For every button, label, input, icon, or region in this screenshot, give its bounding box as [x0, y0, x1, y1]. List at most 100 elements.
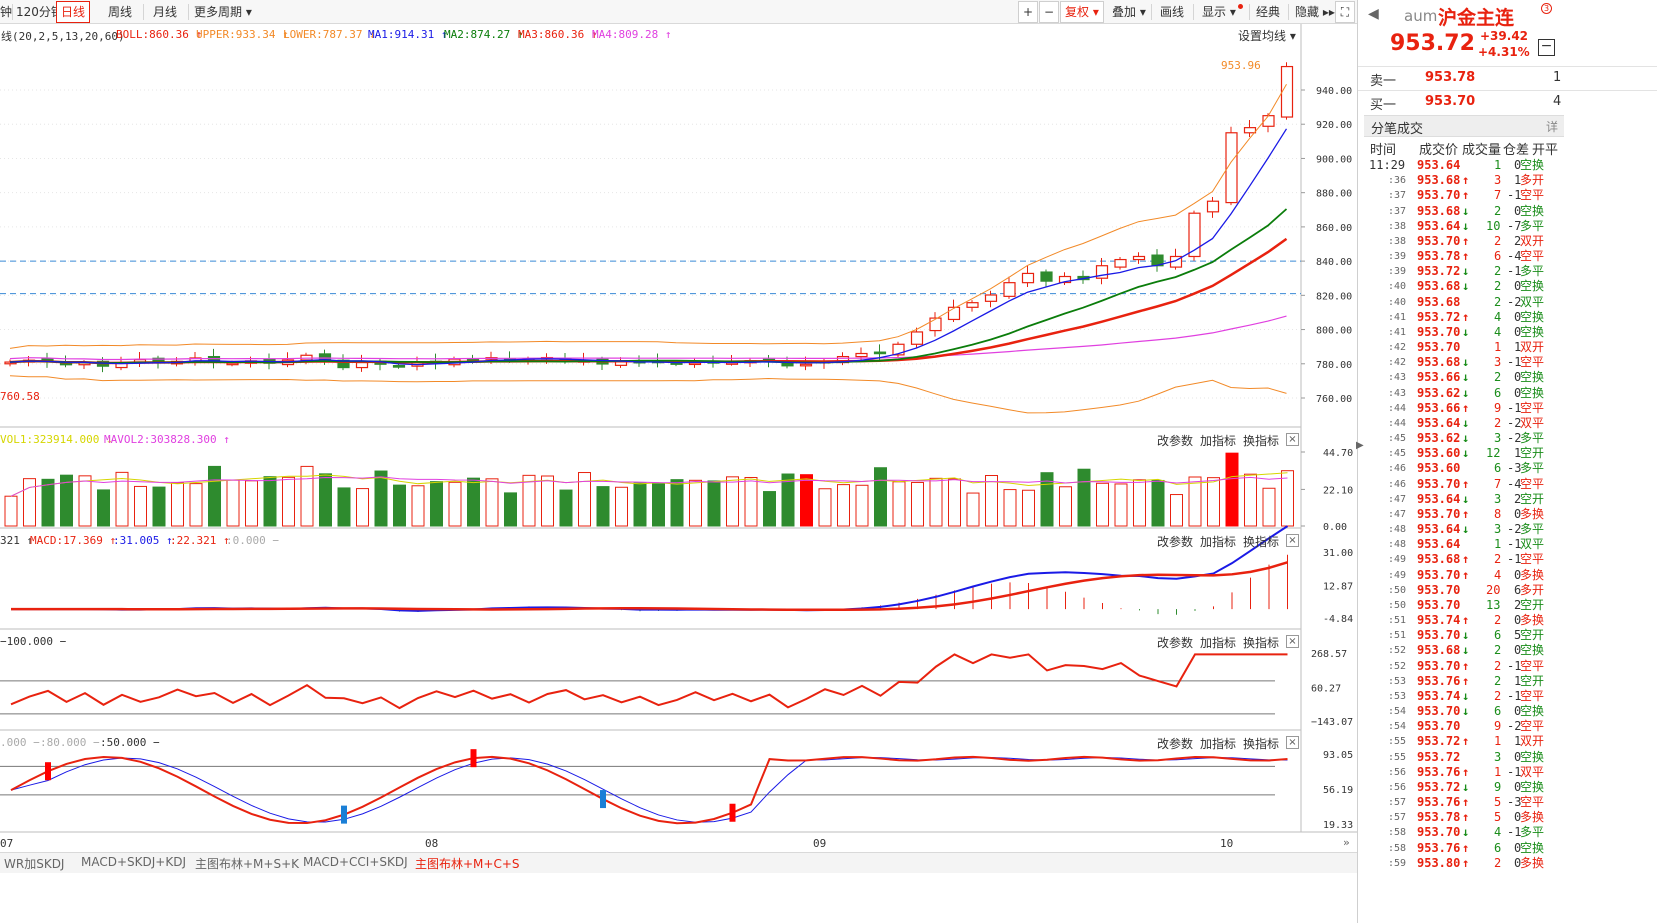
volume-close-icon[interactable]: × — [1286, 433, 1299, 446]
tab-macd-skdj-kdj[interactable]: MACD+SKDJ+KDJ — [81, 855, 186, 869]
tick-row: :41 953.72 ↑ 4 0 空换 — [1358, 310, 1568, 325]
tick-type: 空换 — [1520, 309, 1545, 324]
tick-type: 空换 — [1520, 158, 1545, 172]
tick-row: :57 953.76 ↑ 5 -3 空平 — [1358, 795, 1568, 810]
tick-row: :37 953.70 ↑ 7 -1 空平 — [1358, 188, 1568, 203]
tick-oi-change: -1 — [1507, 552, 1522, 567]
period-weekly-tab[interactable]: 周线 — [108, 5, 133, 19]
kdj-signal-marker — [341, 805, 347, 824]
collapse-icon[interactable]: − — [1538, 39, 1555, 56]
zoom-in-button[interactable]: + — [1018, 1, 1038, 23]
volume-change-indicator-button[interactable]: 换指标 — [1243, 434, 1280, 448]
tick-oi-change: 0 — [1514, 779, 1522, 794]
tick-price: 953.68 — [1417, 294, 1461, 309]
volume-edit-params-button[interactable]: 改参数 — [1157, 434, 1194, 448]
kdj-edit-params-button[interactable]: 改参数 — [1157, 737, 1194, 751]
tick-type: 多开 — [1520, 173, 1545, 188]
tick-time: :48 — [1388, 524, 1407, 536]
kdj-b-value: :80.000 − — [40, 736, 100, 749]
tick-volume: 7 — [1494, 476, 1502, 491]
tick-row: :51 953.74 ↑ 2 0 多换 — [1358, 613, 1568, 628]
toolbar-divider — [12, 4, 13, 20]
tick-time: :59 — [1388, 857, 1407, 869]
kdj-close-icon[interactable]: × — [1286, 736, 1299, 749]
tick-time: :44 — [1388, 402, 1407, 414]
tick-time: :47 — [1388, 493, 1407, 505]
tick-price: 953.72 — [1417, 749, 1461, 764]
upper-value: UPPER:933.34 ↑ — [196, 28, 289, 41]
tick-time: :40 — [1388, 296, 1407, 308]
cci-edit-params-button[interactable]: 改参数 — [1157, 636, 1194, 650]
adjust-price-dropdown[interactable]: 复权 ▾ — [1060, 1, 1104, 23]
ask-label: 卖一 — [1370, 74, 1397, 89]
fullscreen-icon[interactable]: ⛶ — [1335, 1, 1355, 23]
volume-bar — [1170, 494, 1183, 527]
cci-change-indicator-button[interactable]: 换指标 — [1243, 636, 1280, 650]
panel-toggle-icon[interactable]: ▶ — [1356, 440, 1364, 451]
tab-boll-m-s-k[interactable]: 主图布林+M+S+K — [195, 857, 300, 871]
cci-add-indicator-button[interactable]: 加指标 — [1200, 636, 1237, 650]
more-periods-dropdown[interactable]: 更多周期 ▾ — [194, 5, 252, 19]
period-120min-tab[interactable]: 120分钟 — [16, 5, 63, 19]
volume-bar — [559, 489, 573, 527]
tick-price: 953.76 — [1417, 764, 1461, 779]
tick-type: 双平 — [1520, 415, 1545, 430]
tick-type: 多换 — [1520, 810, 1545, 825]
draw-line-button[interactable]: 画线 — [1160, 5, 1185, 19]
candlestick — [1132, 255, 1146, 261]
scroll-right-icon[interactable]: » — [1343, 836, 1350, 849]
back-arrow-icon[interactable]: ◀ — [1368, 6, 1379, 22]
tab-macd-cci-skdj[interactable]: MACD+CCI+SKDJ — [303, 855, 408, 869]
tick-oi-change: -1 — [1507, 264, 1522, 279]
cci-close-icon[interactable]: × — [1286, 635, 1299, 648]
volume-add-indicator-button[interactable]: 加指标 — [1200, 434, 1237, 448]
detail-button[interactable]: 详 — [1546, 120, 1559, 134]
hide-panel-button[interactable]: 隐藏 ▸▸ — [1295, 5, 1335, 19]
tick-time: :36 — [1388, 175, 1407, 187]
tick-time: :38 — [1388, 235, 1407, 247]
arrow-up-icon: ↑ — [1462, 188, 1470, 203]
tick-volume: 2 — [1494, 658, 1502, 673]
tick-price: 953.66 — [1417, 370, 1461, 385]
info-icon[interactable]: 3 — [1541, 3, 1552, 14]
tab-wr-skdj[interactable]: WR加SKDJ — [4, 857, 65, 871]
period-monthly-tab[interactable]: 月线 — [153, 5, 178, 19]
ma-settings-dropdown[interactable]: 设置均线 ▾ — [1238, 29, 1296, 43]
macd-add-indicator-button[interactable]: 加指标 — [1200, 535, 1237, 549]
tick-row: :45 953.60 ↓ 12 1 空开 — [1358, 446, 1568, 461]
kdj-add-indicator-button[interactable]: 加指标 — [1200, 737, 1237, 751]
tick-type: 空换 — [1520, 279, 1545, 294]
period-minute-tab[interactable]: 钟 — [0, 5, 13, 19]
tick-row: :40 953.68 2 -2 双平 — [1358, 295, 1568, 310]
lower-value: LOWER:787.37 ↓ — [283, 28, 376, 41]
candlestick — [799, 363, 813, 367]
tick-time: :48 — [1388, 539, 1407, 551]
display-dropdown[interactable]: 显示 ▾ — [1202, 5, 1236, 19]
kdj-change-indicator-button[interactable]: 换指标 — [1243, 737, 1280, 751]
tick-type: 多换 — [1520, 506, 1545, 521]
tick-time: :41 — [1388, 326, 1407, 338]
macd-value: MACD:17.369 ↑ — [30, 534, 117, 547]
chart-area[interactable]: 940.00 920.00 900.00 880.00 860.00 840.00 820.… — [0, 24, 1357, 852]
tick-price: 953.70 — [1417, 658, 1461, 673]
macd-change-indicator-button[interactable]: 换指标 — [1243, 535, 1280, 549]
ticks-title: 分笔成交 — [1371, 122, 1424, 137]
zoom-out-button[interactable]: − — [1039, 1, 1059, 23]
tick-oi-change: -4 — [1507, 249, 1522, 264]
tick-row: :40 953.68 ↓ 2 0 空换 — [1358, 279, 1568, 294]
period-daily-tab[interactable]: 日线 — [56, 1, 91, 23]
classic-view-button[interactable]: 经典 — [1256, 5, 1281, 19]
macd-close-icon[interactable]: × — [1286, 534, 1299, 547]
macd-edit-params-button[interactable]: 改参数 — [1157, 535, 1194, 549]
volume-bar — [781, 473, 795, 527]
cci-axis-label: 60.27 — [1311, 683, 1341, 694]
tick-row: :53 953.76 ↑ 2 1 空开 — [1358, 674, 1568, 689]
kline-chart-svg[interactable]: 940.00 920.00 900.00 880.00 860.00 840.00 820.… — [0, 24, 1357, 852]
candlestick — [1040, 271, 1053, 282]
overlay-dropdown[interactable]: 叠加 ▾ — [1112, 5, 1146, 19]
tick-time: :58 — [1388, 842, 1407, 854]
volume-bar — [23, 478, 36, 527]
tab-boll-m-c-s[interactable]: 主图布林+M+C+S — [415, 857, 520, 871]
arrow-up-icon: ↑ — [1462, 400, 1470, 415]
tick-volume: 3 — [1494, 749, 1502, 764]
